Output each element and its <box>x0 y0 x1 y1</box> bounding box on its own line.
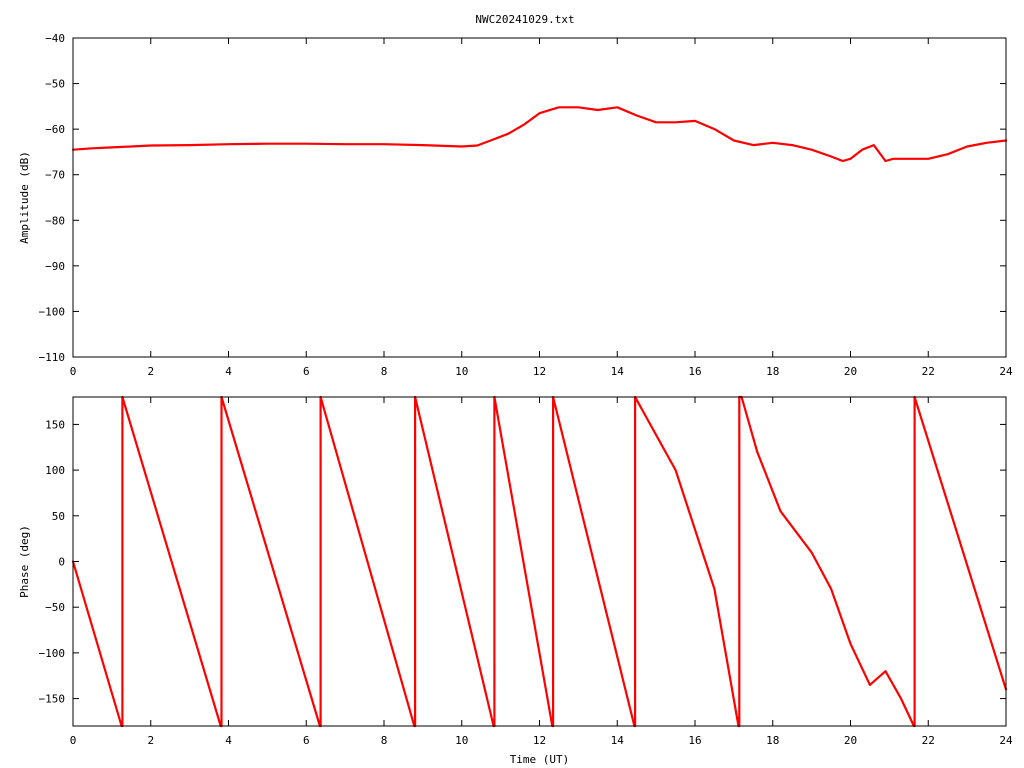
x-tick-label: 6 <box>303 365 310 378</box>
y-tick-label: −70 <box>45 169 65 182</box>
chart-title: NWC20241029.txt <box>475 13 574 26</box>
x-tick-label: 20 <box>844 365 857 378</box>
x-tick-label: 18 <box>766 734 779 747</box>
x-tick-label: 6 <box>303 734 310 747</box>
x-tick-label: 10 <box>455 365 468 378</box>
y-tick-label: 100 <box>45 464 65 477</box>
x-tick-label: 4 <box>225 734 232 747</box>
y-tick-label: −110 <box>39 351 66 364</box>
x-tick-label: 16 <box>688 734 701 747</box>
x-tick-label: 16 <box>688 365 701 378</box>
series-line-0 <box>71 106 1008 163</box>
x-tick-label: 14 <box>611 365 625 378</box>
phase-panel: 0 2 4 6 8 10 12 14 16 18 20 22 24150100500−50−100−15… <box>18 395 1013 766</box>
x-tick-label: 4 <box>225 365 232 378</box>
y-tick-label: −50 <box>45 78 65 91</box>
x-tick-label: 0 <box>70 365 77 378</box>
y-tick-label: 0 <box>58 556 65 569</box>
x-tick-label: 2 <box>147 734 154 747</box>
x-tick-label: 14 <box>611 734 625 747</box>
y-tick-label: −100 <box>39 305 66 318</box>
y-tick-label: −40 <box>45 32 65 45</box>
x-tick-label: 12 <box>533 734 546 747</box>
x-tick-label: 24 <box>999 734 1013 747</box>
x-tick-label: 24 <box>999 365 1013 378</box>
x-tick-label: 8 <box>381 365 388 378</box>
x-tick-label: 2 <box>147 365 154 378</box>
y-tick-label: −90 <box>45 260 65 273</box>
amplitude-panel: 0 2 4 6 8 10 12 14 16 18 20 22 24−40−50−60−70−80−90−… <box>18 32 1013 378</box>
x-tick-label: 20 <box>844 734 857 747</box>
y-tick-label: −100 <box>39 647 66 660</box>
y-tick-label: −150 <box>39 693 66 706</box>
y-tick-label: −50 <box>45 601 65 614</box>
y-tick-label: −60 <box>45 123 65 136</box>
plot-frame <box>72 37 1007 358</box>
x-tick-label: 18 <box>766 365 779 378</box>
y-axis-label: Phase (deg) <box>18 525 31 598</box>
x-axis-label: Time (UT) <box>510 753 570 766</box>
x-tick-label: 8 <box>381 734 388 747</box>
y-tick-label: 50 <box>52 510 65 523</box>
x-tick-label: 22 <box>922 734 935 747</box>
x-tick-label: 12 <box>533 365 546 378</box>
y-tick-label: −80 <box>45 214 65 227</box>
x-tick-label: 22 <box>922 365 935 378</box>
x-tick-label: 10 <box>455 734 468 747</box>
series-line-0 <box>71 395 1008 728</box>
y-axis-label: Amplitude (dB) <box>18 151 31 244</box>
y-tick-label: 150 <box>45 418 65 431</box>
x-tick-label: 0 <box>70 734 77 747</box>
